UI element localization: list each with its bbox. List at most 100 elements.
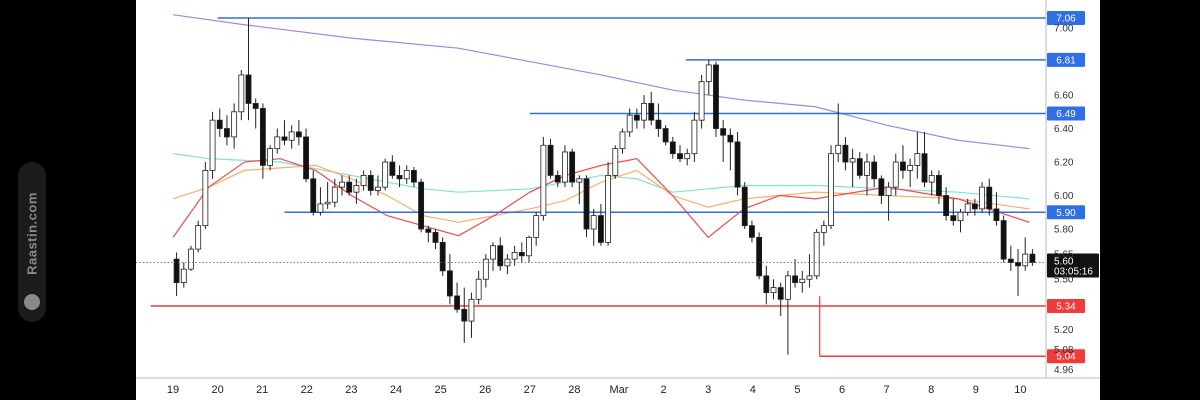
candle-body	[727, 134, 734, 143]
candle-body	[971, 203, 978, 210]
candle-body	[993, 208, 1000, 222]
level-tag-7.06	[1047, 11, 1085, 26]
candle-body	[928, 175, 935, 183]
candle-body	[619, 131, 626, 150]
x-tick-label: 6	[839, 384, 845, 396]
level-tag-text-6.81: 6.81	[1056, 55, 1076, 66]
candle-body	[900, 161, 906, 171]
candle-body	[324, 201, 331, 205]
chart-panel[interactable]: 7.06 6.81 6.49 5.90 5.34 5.04 5.60 03:05:16 7.…	[136, 0, 1100, 400]
y-tick-label: 5.20	[1054, 325, 1074, 336]
candle-body	[231, 111, 238, 138]
candle-body	[490, 245, 496, 260]
candle-body	[921, 153, 928, 183]
x-tick-label: 23	[345, 384, 357, 396]
candle-body	[389, 161, 396, 176]
candle-body	[979, 186, 985, 210]
candle-body	[835, 144, 842, 155]
candle-body	[641, 103, 647, 121]
candle-body	[691, 119, 698, 155]
current-price-label: 5.60	[1054, 256, 1074, 267]
x-tick-label: 3	[705, 384, 711, 396]
candle-body	[518, 252, 525, 257]
axis-layer: 7.00 6.60 6.40 6.20 6.00 5.80 5.65 5.50 5.20 5.08…	[136, 0, 1100, 396]
candle-body	[626, 114, 633, 133]
candle-body	[267, 148, 274, 166]
y-tick-label: 6.00	[1054, 191, 1074, 202]
x-tick-label: 4	[750, 384, 756, 396]
watermark-text: Raastin.com	[24, 192, 40, 275]
candle-body	[878, 178, 885, 196]
candle-body	[828, 153, 834, 227]
candle-body	[605, 175, 612, 243]
level-tag-5.34	[1047, 299, 1085, 314]
level-tag-5.04	[1047, 349, 1085, 364]
candle-body	[310, 178, 317, 213]
candle-body	[749, 225, 755, 238]
candle-body	[375, 186, 381, 191]
candle-body	[540, 144, 547, 217]
candle-body	[511, 252, 518, 260]
level-tag-text-5.90: 5.90	[1056, 208, 1076, 219]
level-tag-text-7.06: 7.06	[1056, 14, 1076, 25]
candle-body	[195, 225, 202, 250]
y-tick-label: 5.50	[1054, 275, 1074, 286]
candle-body	[238, 74, 245, 113]
x-tick-label: 19	[167, 384, 179, 396]
candle-body	[360, 175, 367, 186]
watermark-badge: Raastin.com	[18, 162, 46, 322]
candle-body	[396, 175, 403, 180]
candle-body	[892, 161, 899, 188]
candle-body	[943, 195, 950, 217]
candle-body	[188, 248, 194, 270]
candle-body	[418, 181, 425, 230]
candle-body	[669, 141, 676, 155]
level-tag-text-6.49: 6.49	[1056, 109, 1076, 120]
candle-body	[1029, 253, 1036, 263]
candle-body	[576, 178, 583, 183]
level-tag-5.90	[1047, 205, 1085, 220]
candle-body	[252, 103, 259, 109]
candle-body	[562, 151, 568, 183]
candle-body	[245, 74, 252, 104]
candle-body	[871, 161, 878, 180]
candle-body	[295, 131, 302, 138]
candle-body	[770, 287, 777, 294]
y-tick-label: 5.80	[1054, 224, 1074, 235]
candle-body	[497, 245, 504, 267]
candle-body	[367, 175, 374, 191]
x-tick-label: 9	[973, 384, 979, 396]
x-tick-label: 22	[301, 384, 313, 396]
candle-body	[303, 136, 309, 180]
x-tick-label: 27	[524, 384, 536, 396]
candle-body	[439, 241, 446, 272]
x-tick-label: 8	[928, 384, 934, 396]
candle-body	[454, 295, 460, 310]
x-tick-label: 10	[1014, 384, 1026, 396]
level-tag-text-5.34: 5.34	[1056, 302, 1076, 313]
x-tick-label: Mar	[610, 384, 629, 396]
candle-body	[677, 153, 683, 160]
y-tick-label: 5.65	[1054, 250, 1074, 261]
candle-body	[756, 236, 763, 277]
candle-body	[403, 169, 410, 180]
ma-line-ma_fast	[172, 158, 1030, 239]
candle-body	[597, 215, 604, 243]
candle-body	[1000, 220, 1007, 260]
candle-body	[482, 258, 489, 280]
candle-body	[353, 185, 360, 193]
x-tick-label: 2	[661, 384, 667, 396]
x-tick-label: 28	[568, 384, 580, 396]
candle-body	[346, 181, 353, 193]
candle-body	[281, 136, 288, 141]
ma-line-ma_mid	[172, 153, 1030, 200]
price-levels: 7.06 6.81 6.49 5.90 5.34 5.04	[150, 11, 1085, 364]
x-tick-label: 26	[479, 384, 491, 396]
candle-body	[1007, 258, 1014, 263]
candle-body	[569, 151, 576, 183]
candle-body	[964, 203, 971, 213]
candle-body	[533, 215, 540, 238]
level-tag-6.81	[1047, 52, 1085, 67]
candle-body	[885, 186, 892, 196]
